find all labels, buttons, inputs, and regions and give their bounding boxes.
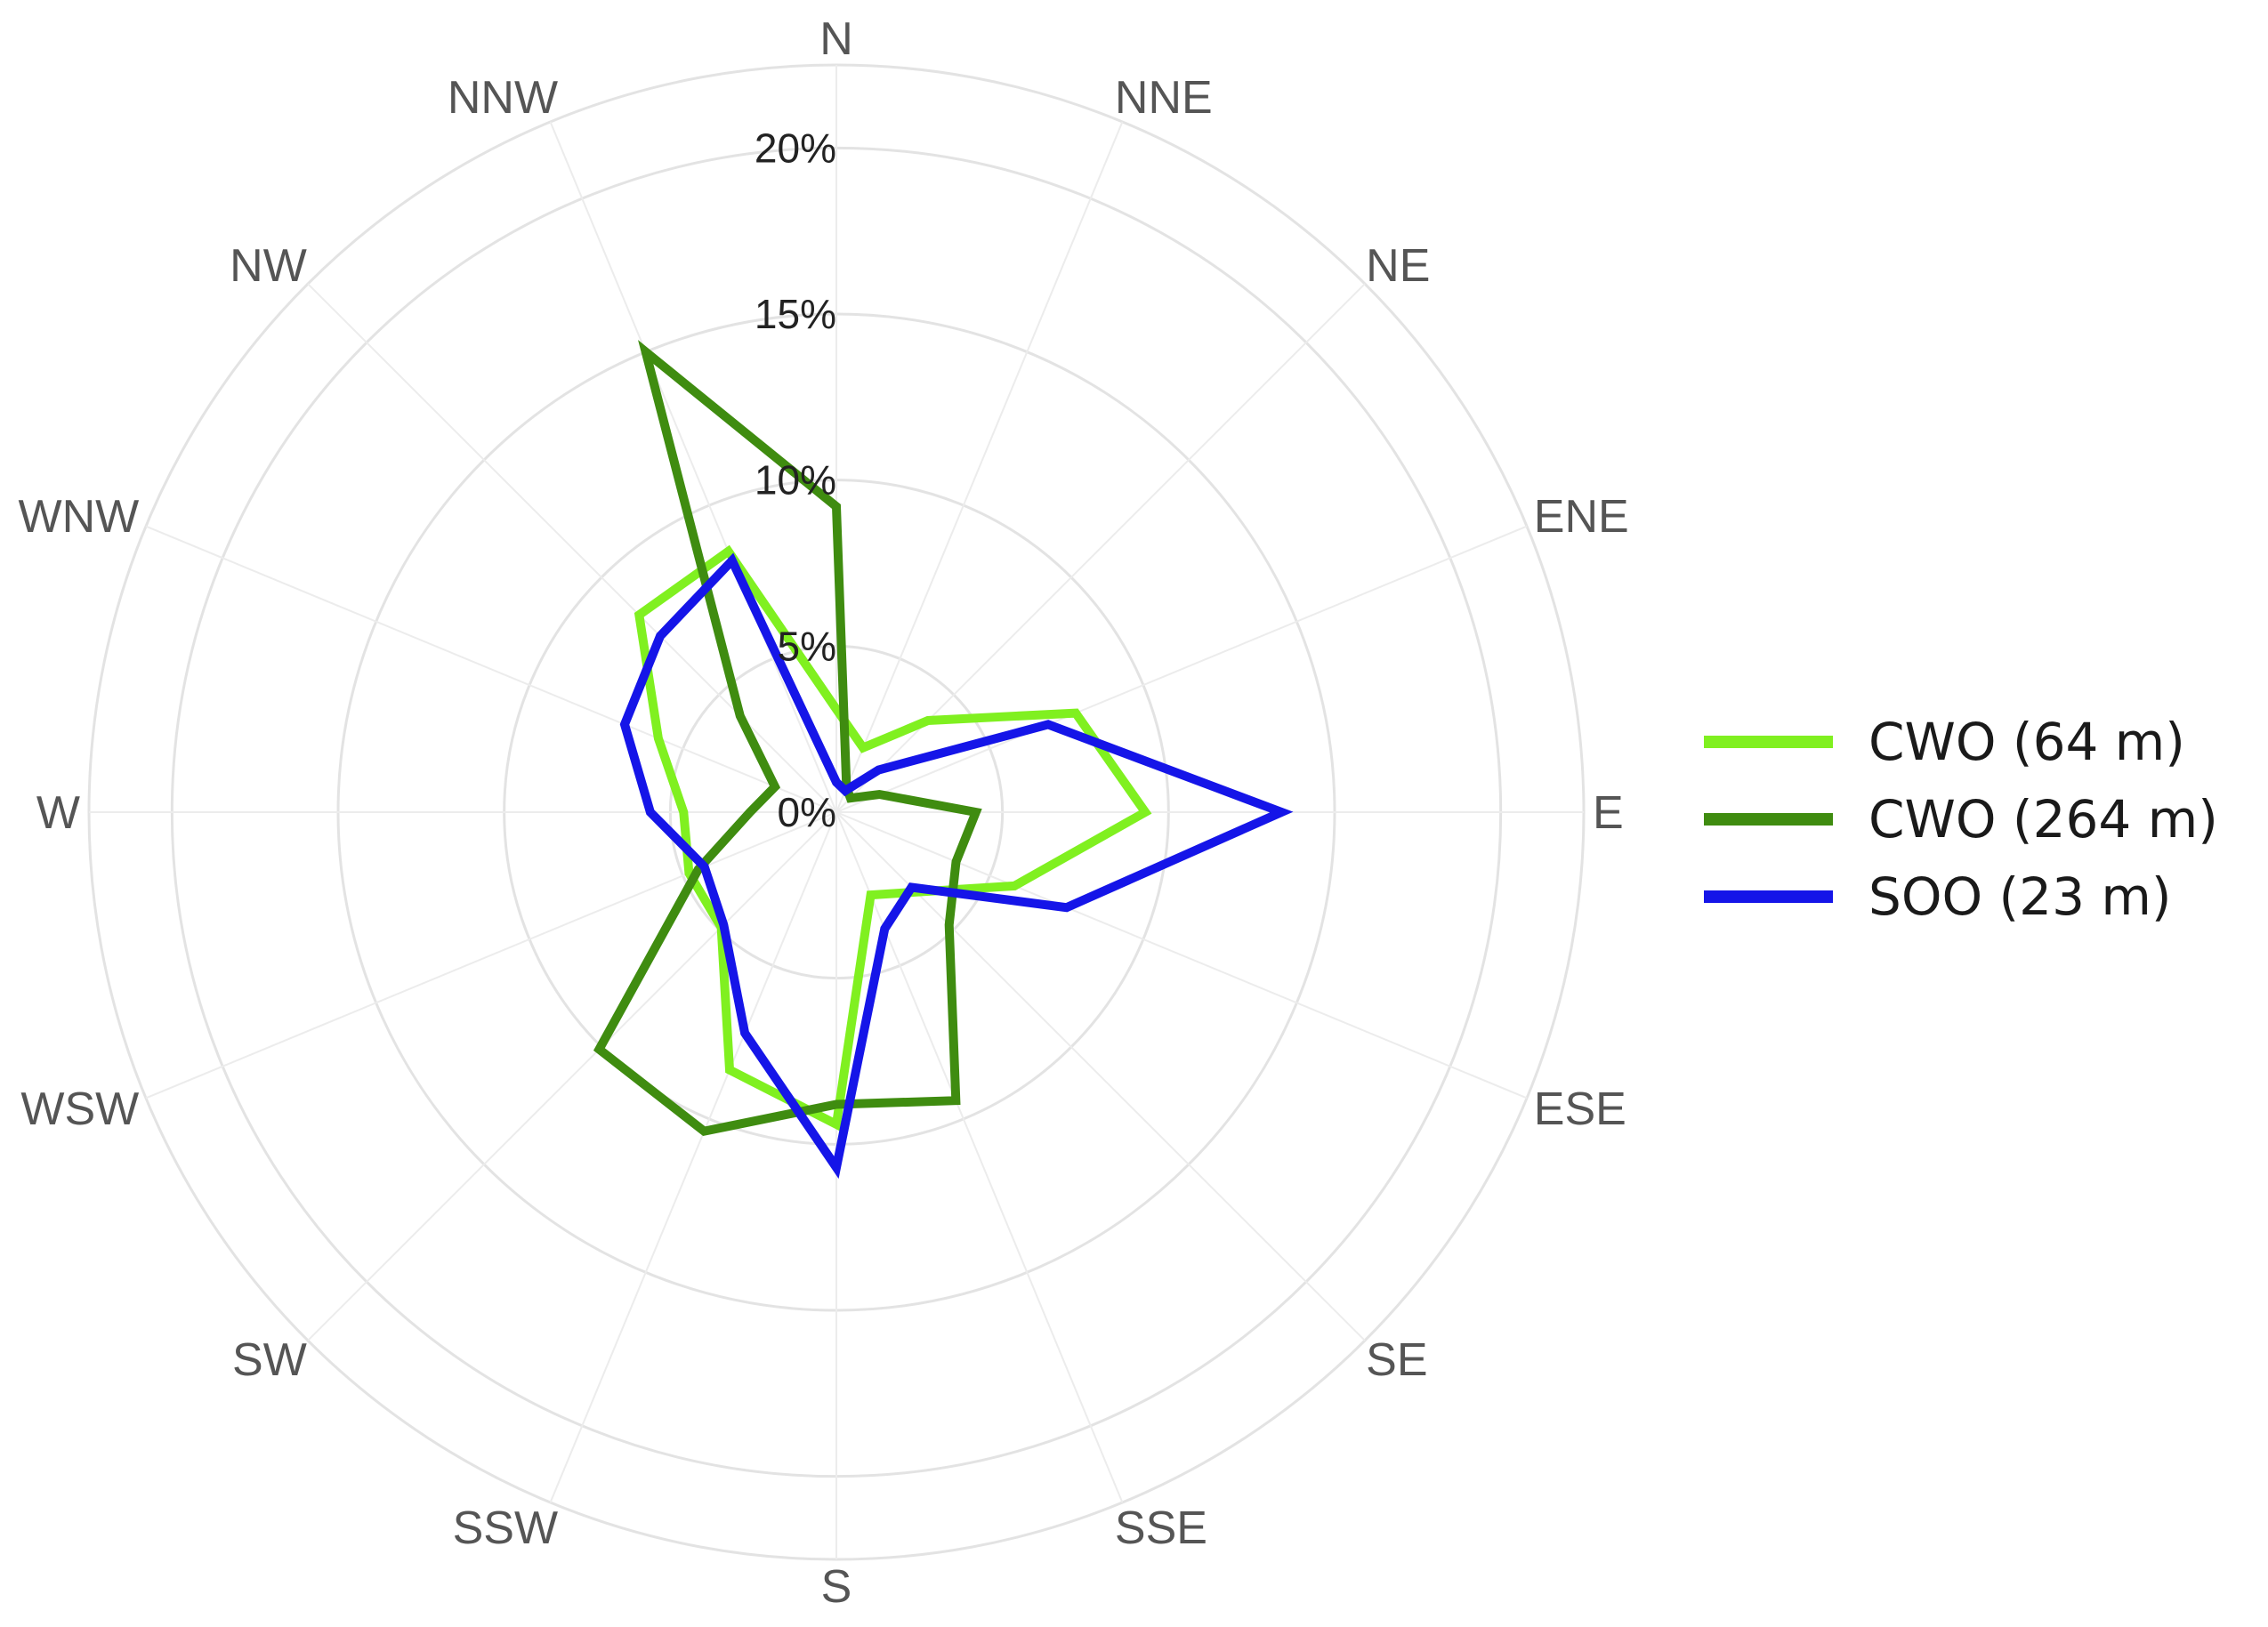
direction-label: N	[819, 13, 853, 65]
legend-item: CWO (64 m)	[1704, 703, 2218, 780]
direction-labels: N NNE NE ENE E ESE SE SSE S SSW SW WSW W WNW NW NNW	[19, 13, 1629, 1613]
direction-label: SW	[232, 1334, 307, 1386]
series-line	[593, 340, 982, 1137]
direction-label: ESE	[1534, 1083, 1626, 1135]
grid-spoke	[145, 811, 837, 1099]
direction-label: ENE	[1534, 491, 1629, 543]
direction-label: WNW	[19, 491, 140, 543]
grid-spoke	[549, 121, 837, 813]
spoke-layer	[89, 65, 1584, 1559]
direction-label: NNE	[1115, 72, 1213, 124]
series-layer	[593, 340, 1294, 1180]
grid-spoke	[835, 811, 1124, 1503]
radial-tick-label: 20%	[755, 125, 836, 171]
legend-item: SOO (23 m)	[1704, 858, 2218, 935]
direction-label: SE	[1366, 1334, 1427, 1386]
legend-swatch	[1704, 890, 1833, 903]
legend-label: CWO (264 m)	[1868, 788, 2218, 850]
grid-spoke	[835, 121, 1124, 813]
grid-spoke	[835, 811, 1528, 1099]
direction-label: S	[821, 1561, 852, 1613]
direction-label: NNW	[448, 72, 558, 124]
legend-item: CWO (264 m)	[1704, 780, 2218, 858]
direction-label: NE	[1366, 240, 1430, 292]
direction-label: WSW	[20, 1083, 139, 1135]
legend: CWO (64 m) CWO (264 m) SOO (23 m)	[1704, 703, 2218, 935]
legend-swatch	[1704, 812, 1833, 826]
radial-tick-label: 10%	[755, 457, 836, 503]
grid-spoke	[835, 811, 1366, 1341]
series-line	[619, 552, 1294, 1180]
grid-spoke	[307, 811, 837, 1341]
radial-tick-label: 0%	[778, 789, 836, 835]
radial-tick-label: 5%	[778, 623, 836, 669]
legend-label: SOO (23 m)	[1868, 866, 2172, 927]
grid-spoke	[835, 525, 1528, 813]
direction-label: W	[36, 787, 80, 839]
grid-spoke	[307, 283, 837, 813]
grid-spoke	[145, 525, 837, 813]
legend-swatch	[1704, 735, 1833, 748]
grid-spoke	[549, 811, 837, 1503]
legend-label: CWO (64 m)	[1868, 711, 2185, 772]
radial-tick-label: 15%	[755, 291, 836, 337]
series-line	[634, 544, 1152, 1132]
direction-label: E	[1593, 787, 1624, 839]
direction-label: SSW	[453, 1502, 558, 1554]
radial-tick-labels: 0% 5% 10% 15% 20%	[755, 125, 836, 835]
direction-label: SSE	[1115, 1502, 1207, 1554]
grid-spoke	[835, 283, 1366, 813]
direction-label: NW	[230, 240, 307, 292]
